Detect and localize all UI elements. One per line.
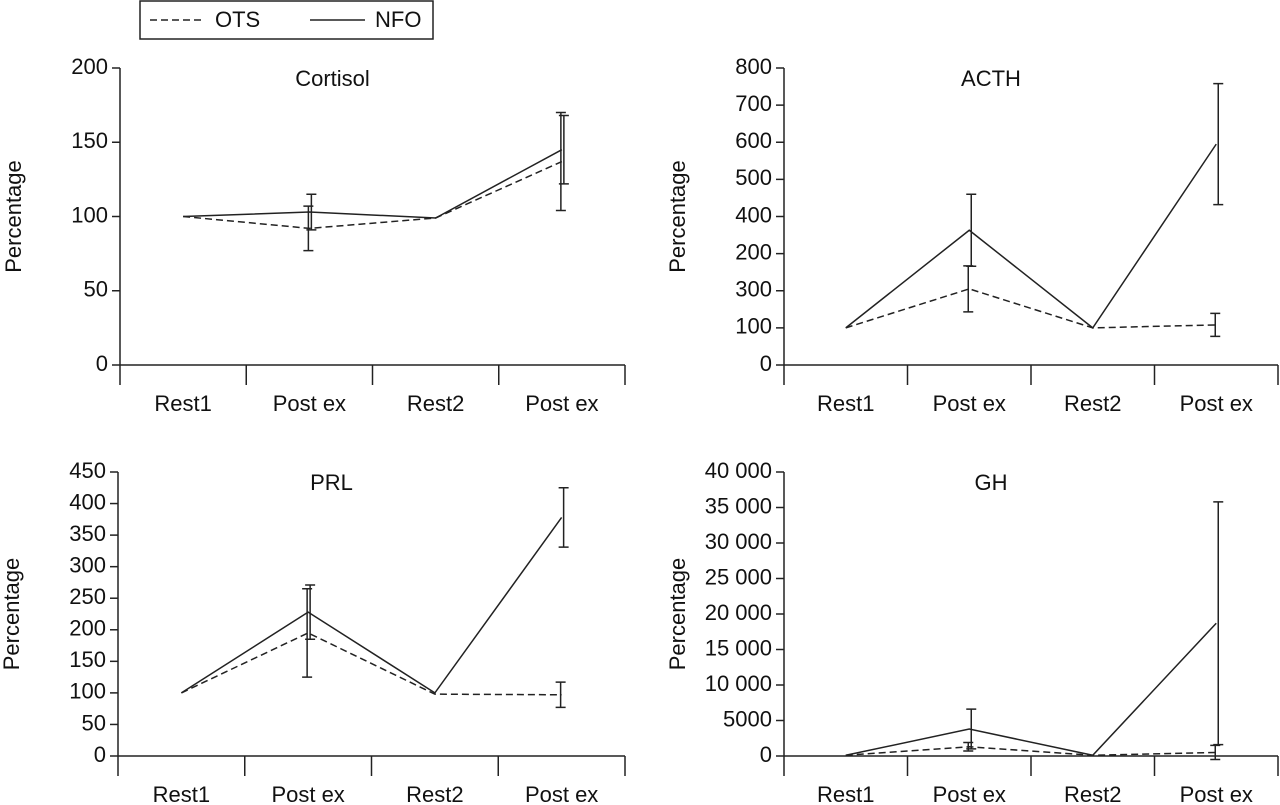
y-tick-label: 100 (735, 314, 772, 339)
y-tick-label: 150 (69, 647, 106, 672)
legend-label: OTS (215, 7, 260, 32)
y-axis-label: Percentage (1, 160, 26, 273)
y-tick-label: 35 000 (705, 493, 772, 518)
error-bar (1213, 501, 1224, 746)
x-tick-label: Rest2 (407, 391, 464, 416)
x-tick-label: Post ex (273, 391, 346, 416)
y-tick-label: 5000 (723, 706, 772, 731)
x-tick-label: Rest1 (154, 391, 211, 416)
y-tick-label: 20 000 (705, 600, 772, 625)
series-line (845, 288, 1217, 329)
series-line (183, 160, 563, 230)
y-tick-label: 50 (84, 277, 108, 302)
error-bar (963, 265, 974, 313)
y-tick-label: 300 (69, 552, 106, 577)
y-tick-label: 30 000 (705, 529, 772, 554)
series-line (180, 517, 563, 694)
error-bar (306, 193, 317, 231)
chart-title: ACTH (961, 66, 1021, 91)
y-tick-label: 15 000 (705, 635, 772, 660)
y-tick-label: 400 (735, 202, 772, 227)
x-tick-label: Rest1 (153, 782, 210, 805)
error-bar (305, 584, 316, 640)
y-axis-label: Percentage (0, 558, 24, 671)
x-tick-label: Post ex (933, 391, 1006, 416)
error-bar (1213, 82, 1224, 206)
y-axis-label: Percentage (665, 558, 690, 671)
y-tick-label: 25 000 (705, 564, 772, 589)
y-tick-label: 0 (94, 742, 106, 767)
x-tick-label: Rest2 (1064, 782, 1121, 805)
series-line (845, 622, 1217, 757)
y-tick-label: 250 (69, 584, 106, 609)
error-bar (558, 487, 569, 548)
x-tick-label: Post ex (933, 782, 1006, 805)
x-tick-label: Rest2 (1064, 391, 1121, 416)
error-bar (966, 708, 977, 750)
error-bar (558, 114, 569, 185)
x-tick-label: Rest1 (817, 782, 874, 805)
error-bar (555, 681, 566, 709)
y-tick-label: 400 (69, 489, 106, 514)
y-tick-label: 700 (735, 91, 772, 116)
series-line (181, 632, 562, 696)
y-tick-label: 40 000 (705, 458, 772, 483)
y-tick-label: 10 000 (705, 671, 772, 696)
error-bar (1210, 312, 1221, 338)
error-bar (966, 193, 977, 267)
x-tick-label: Post ex (1180, 782, 1253, 805)
y-tick-label: 0 (96, 351, 108, 376)
y-tick-label: 450 (69, 458, 106, 483)
y-tick-label: 50 (82, 710, 106, 735)
x-tick-label: Post ex (525, 782, 598, 805)
y-tick-label: 0 (760, 351, 772, 376)
y-tick-label: 200 (735, 239, 772, 264)
chart-title: Cortisol (295, 66, 370, 91)
legend-label: NFO (375, 7, 421, 32)
y-tick-label: 100 (71, 202, 108, 227)
y-tick-label: 100 (69, 679, 106, 704)
y-tick-label: 350 (69, 521, 106, 546)
x-tick-label: Rest1 (817, 391, 874, 416)
series-line (845, 746, 1217, 757)
x-tick-label: Post ex (271, 782, 344, 805)
chart-title: PRL (310, 470, 353, 495)
x-tick-label: Post ex (1180, 391, 1253, 416)
x-tick-label: Post ex (525, 391, 598, 416)
y-tick-label: 800 (735, 54, 772, 79)
series-line (183, 149, 563, 219)
error-bar (555, 111, 566, 212)
y-tick-label: 200 (69, 616, 106, 641)
y-tick-label: 150 (71, 128, 108, 153)
y-tick-label: 600 (735, 128, 772, 153)
y-tick-label: 500 (735, 165, 772, 190)
y-tick-label: 200 (71, 54, 108, 79)
chart-title: GH (975, 470, 1008, 495)
y-tick-label: 300 (735, 277, 772, 302)
series-line (845, 143, 1217, 329)
y-axis-label: Percentage (665, 160, 690, 273)
x-tick-label: Rest2 (406, 782, 463, 805)
y-tick-label: 0 (760, 742, 772, 767)
